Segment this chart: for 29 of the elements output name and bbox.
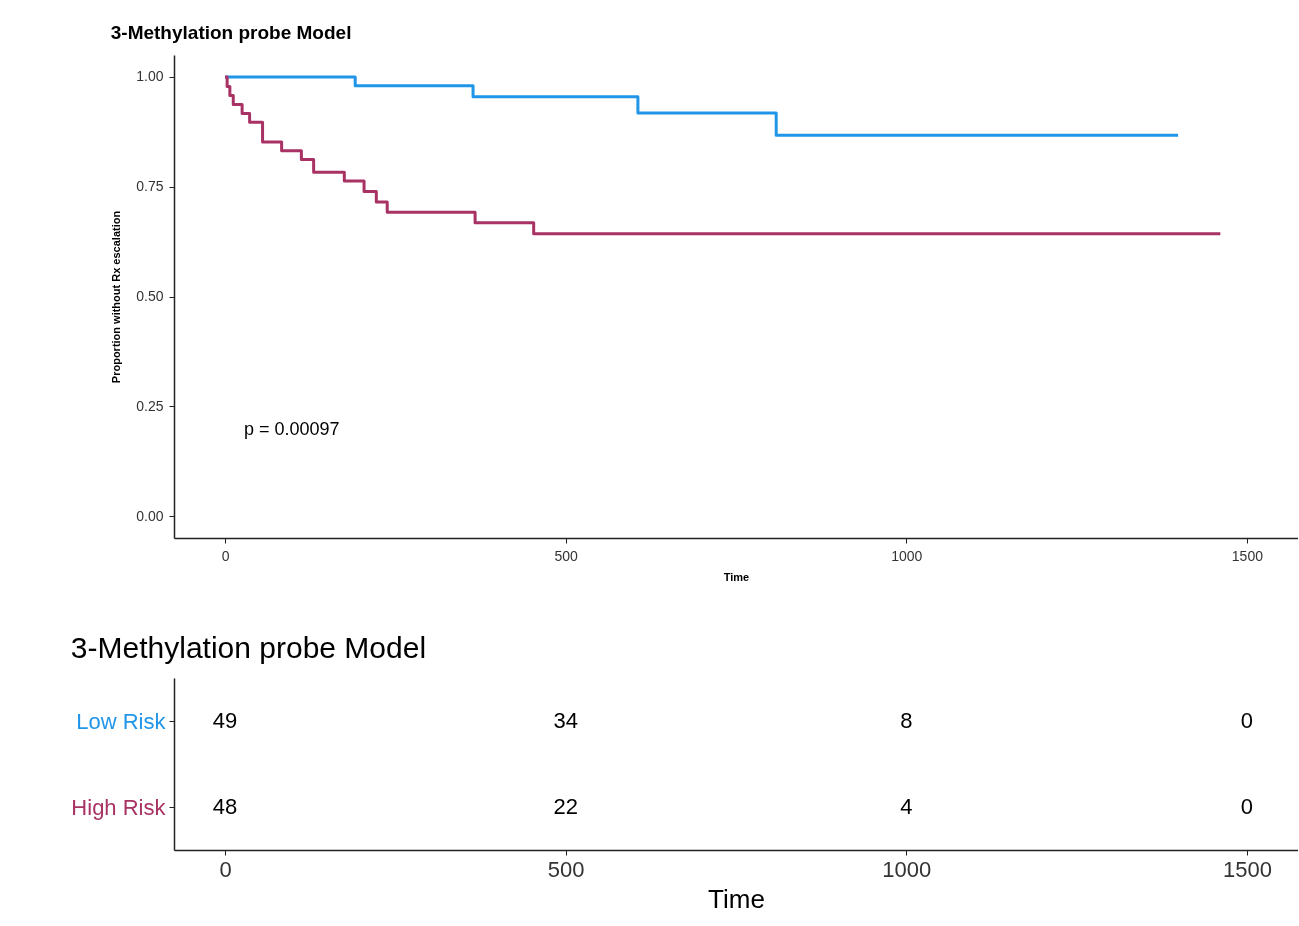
x-tick-label: 1500 [1222,856,1272,882]
x-tick-label: 0 [221,547,230,564]
x-tick-label: 1000 [882,856,932,882]
y-tick-label: Low Risk [76,708,167,734]
x-axis-title: Time [708,883,765,914]
data-label: 34 [553,708,578,733]
data-label: 0 [1240,708,1254,733]
data-label: 22 [553,794,578,819]
data-label: 49 [212,708,238,733]
chart-title: 3-Methylation probe Model [110,22,352,43]
annotation: p = 0.00097 [244,419,340,439]
chart-title: 3-Methylation probe Model [70,631,427,664]
x-tick-label: 1000 [891,547,923,564]
y-axis-title: Proportion without Rx escalation [110,210,123,384]
data-label: 0 [1240,794,1254,819]
y-tick-label: 0.75 [136,178,164,195]
y-tick-label: 0.50 [136,288,164,304]
data-label: 4 [900,794,913,819]
y-tick-label: 1.00 [136,68,164,85]
x-tick-label: 0 [219,856,232,882]
data-label: 48 [212,794,238,819]
y-tick-label: 0.25 [136,397,164,414]
y-tick-label: 0.00 [136,507,164,524]
x-tick-label: 1500 [1231,547,1264,564]
data-label: 8 [900,708,913,733]
y-tick-label: High Risk [71,794,167,820]
x-tick-label: 500 [554,547,579,564]
x-tick-label: 500 [547,856,585,882]
x-axis-title: Time [723,570,750,583]
